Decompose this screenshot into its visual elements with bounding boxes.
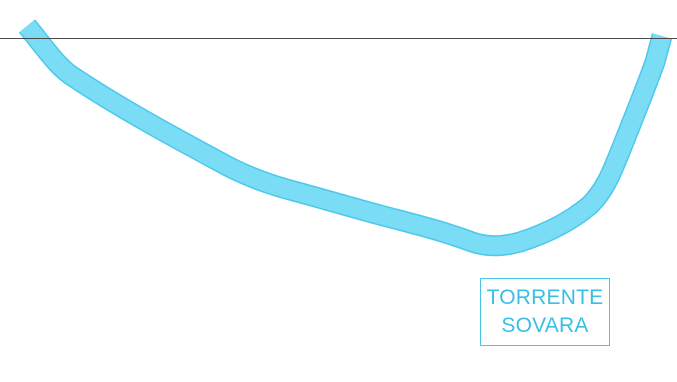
river-name-label: TORRENTE SOVARA [480, 278, 610, 346]
river [20, 20, 671, 255]
river-name-line-2: SOVARA [501, 314, 589, 337]
river-name-line-1: TORRENTE [486, 286, 604, 309]
